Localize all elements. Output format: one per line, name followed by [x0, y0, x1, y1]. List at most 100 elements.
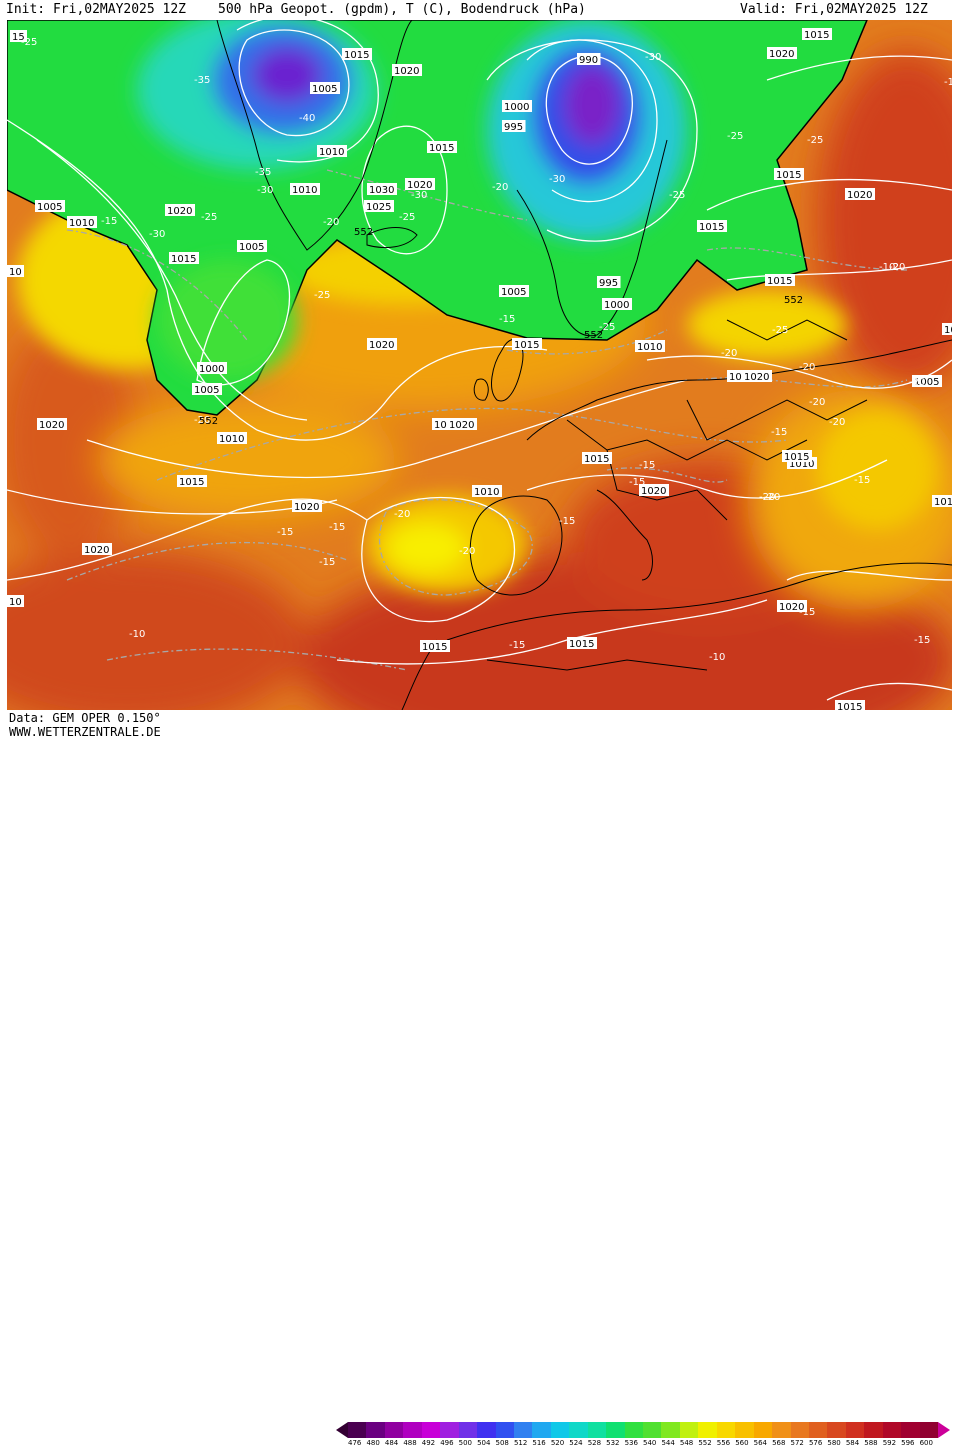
pressure-label: 1010 — [637, 342, 662, 353]
pressure-label-box — [177, 475, 207, 487]
pressure-label: 1015 — [429, 143, 454, 154]
colorbar-tick-label: 480 — [366, 1439, 380, 1447]
site-label: WWW.WETTERZENTRALE.DE — [9, 725, 161, 739]
pressure-label: 1020 — [779, 602, 804, 613]
geopotential-label: 552 — [354, 227, 373, 238]
pressure-label: 1000 — [199, 364, 224, 375]
colorbar-tick-label: 548 — [679, 1439, 694, 1447]
temperature-label: -20 — [809, 397, 825, 408]
pressure-label-box — [67, 216, 97, 228]
colorbar-swatch — [643, 1422, 662, 1438]
pressure-label-box — [577, 53, 601, 65]
colorbar-swatch — [808, 1422, 828, 1438]
colorbar-tick-label: 488 — [403, 1439, 417, 1447]
colorbar-swatch — [569, 1422, 588, 1438]
temperature-label: -25 — [669, 190, 685, 201]
colorbar-labels: 476 480 484 488 492 496 500 504 508 512 516 520 524 5… — [348, 1439, 938, 1447]
temperature-label: -20 — [459, 546, 475, 557]
pressure-label: 1015 — [344, 50, 369, 61]
temperature-label: -15 — [509, 640, 525, 651]
model-label: Data: GEM OPER 0.150° — [9, 711, 161, 725]
colorbar-tick-label: 496 — [440, 1439, 454, 1447]
pressure-label-box — [767, 47, 797, 59]
colorbar-swatch — [864, 1422, 883, 1438]
colorbar-swatch — [772, 1422, 791, 1438]
colorbar-swatch — [366, 1422, 385, 1438]
pressure-label: 1005 — [501, 287, 526, 298]
temperature-label: -10 — [879, 262, 895, 273]
pressure-label: 1015 — [776, 170, 801, 181]
pressure-label: 1020 — [847, 190, 872, 201]
pressure-label-box — [782, 450, 812, 462]
colorbar-swatch — [845, 1422, 865, 1438]
colorbar-swatch — [532, 1422, 551, 1438]
colorbar-swatch — [348, 1422, 367, 1438]
colorbar-swatch — [679, 1422, 699, 1438]
pressure-label: 10 — [9, 267, 22, 278]
temperature-label: -20 — [721, 348, 737, 359]
colorbar-tick-label: 560 — [735, 1439, 749, 1447]
temperature-label: -25 — [727, 131, 743, 142]
pressure-label-box — [10, 30, 27, 42]
colorbar-swatch — [735, 1422, 754, 1438]
temperature-label: -20 — [194, 415, 210, 426]
pressure-label: 1015 — [784, 452, 809, 463]
pressure-label: 1005 — [239, 242, 264, 253]
temperature-label: -40 — [299, 113, 315, 124]
pressure-label: 1015 — [171, 254, 196, 265]
colorbar-tick-label: 508 — [495, 1439, 509, 1447]
temperature-label: -15 — [799, 607, 815, 618]
pressure-label: 1010 — [789, 459, 814, 470]
temperature-label: -20 — [829, 417, 845, 428]
pressure-label-box — [567, 637, 597, 649]
pressure-label: 1010 — [934, 497, 952, 508]
footer: Data: GEM OPER 0.150° WWW.WETTERZENTRALE… — [0, 710, 959, 1447]
pressure-label: 1005 — [312, 84, 337, 95]
valid-time: Valid: Fri,02MAY2025 12Z — [740, 2, 928, 17]
pressure-label-box — [35, 200, 65, 212]
pressure-label-box — [405, 178, 435, 190]
colorbar-swatch — [716, 1422, 736, 1438]
temperature-label: -20 — [889, 262, 905, 273]
colorbar-tick-label: 552 — [698, 1439, 712, 1447]
colorbar-swatch — [477, 1422, 496, 1438]
colorbar-swatch — [882, 1422, 902, 1438]
temperature-label: -35 — [194, 75, 210, 86]
colorbar-swatch — [458, 1422, 478, 1438]
colorbar-tick-label: 536 — [624, 1439, 638, 1447]
pressure-label: 1015 — [699, 222, 724, 233]
temperature-label: -30 — [411, 190, 427, 201]
temperature-label: -2 — [889, 262, 899, 273]
pressure-label-box — [765, 274, 795, 286]
pressure-label-box — [310, 82, 340, 94]
colorbar-tick-label: 492 — [421, 1439, 436, 1447]
colorbar-tick-label: 512 — [513, 1439, 528, 1447]
colorbar-tick-label: 592 — [882, 1439, 897, 1447]
pressure-label: 1010 — [474, 487, 499, 498]
pressure-label-box — [217, 432, 247, 444]
pressure-label: 995 — [599, 278, 618, 289]
pressure-label-box — [364, 200, 394, 212]
pressure-label: 1015 — [422, 642, 447, 653]
pressure-label-box — [597, 276, 621, 288]
temperature-label: -10 — [129, 629, 145, 640]
colorbar-swatch — [698, 1422, 717, 1438]
colorbar-low-arrow — [336, 1422, 348, 1438]
colorbar-swatch — [606, 1422, 625, 1438]
colorbar-tick-label: 484 — [384, 1439, 399, 1447]
colorbar-tick-label: 600 — [919, 1439, 933, 1447]
colorbar: 476 480 484 488 492 496 500 504 508 512 516 520 524 5… — [336, 1422, 956, 1450]
geopotential-label: 552 — [784, 295, 803, 306]
pressure-label-box — [367, 338, 397, 350]
temperature-label: -15 — [101, 216, 117, 227]
pressure-label: 1015 — [179, 477, 204, 488]
pressure-label-box — [742, 370, 772, 382]
field-warm — [7, 50, 952, 710]
pressure-label: 1020 — [39, 420, 64, 431]
pressure-label-box — [317, 145, 347, 157]
temperature-label: -20 — [909, 377, 925, 388]
colorbar-tick-label: 520 — [550, 1439, 565, 1447]
temperature-label: -20 — [492, 182, 508, 193]
